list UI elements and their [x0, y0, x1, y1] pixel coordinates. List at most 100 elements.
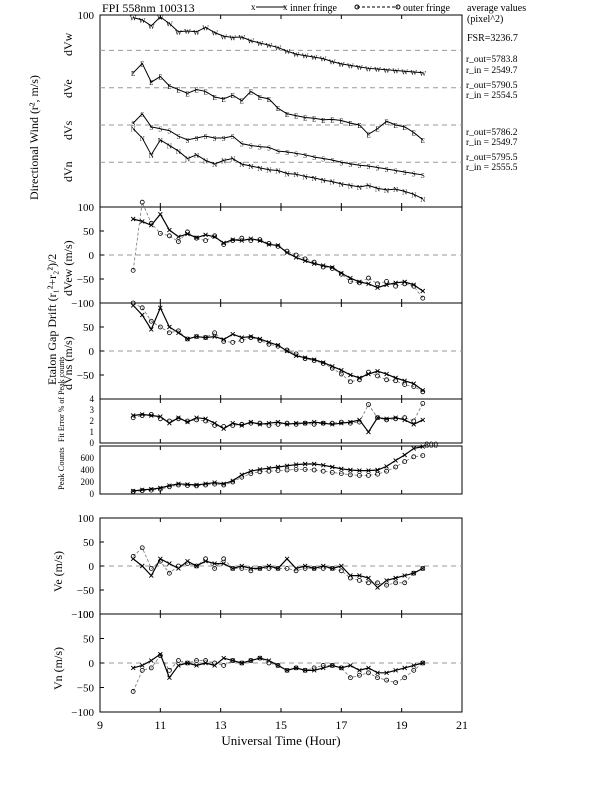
- point-dVn: N: [294, 171, 299, 179]
- inner-fringe-point: [248, 566, 254, 571]
- outer-fringe-point: [176, 482, 181, 488]
- outer-fringe-point: [284, 566, 290, 571]
- inner-fringe-point: [339, 367, 344, 373]
- point-dVs: S: [213, 135, 217, 143]
- inner-fringe-point: [148, 327, 154, 332]
- outer-fringe-line: [132, 200, 424, 299]
- outer-fringe-point: [239, 338, 245, 343]
- inner-fringe-point: [339, 466, 344, 472]
- inner-fringe-point: [293, 462, 299, 467]
- inner-fringe-point: [411, 421, 417, 427]
- inner-fringe-point: [167, 420, 172, 426]
- outer-fringe-point: [393, 464, 399, 470]
- outer-fringe-point: [166, 570, 172, 576]
- ve-tick-label: −50: [77, 585, 95, 597]
- dvew-tick-label: 0: [89, 250, 95, 262]
- x-tick-label: 15: [275, 718, 287, 732]
- point-dVs: S: [186, 137, 190, 145]
- inner-fringe-point: [284, 250, 290, 255]
- inner-fringe-point: [348, 573, 353, 578]
- inner-fringe-point: [284, 348, 290, 354]
- point-dVw: W: [202, 24, 209, 32]
- point-dVn: N: [239, 161, 244, 169]
- outer-fringe-point: [139, 488, 145, 494]
- x-tick-label: 17: [335, 718, 347, 732]
- point-dVe: E: [140, 60, 144, 68]
- point-dVs: S: [294, 150, 298, 158]
- outer-fringe-point: [293, 466, 299, 472]
- inner-fringe-point: [176, 415, 181, 421]
- point-dVw: W: [148, 23, 155, 31]
- outer-fringe-point: [139, 199, 145, 205]
- outer-fringe-point: [130, 267, 136, 273]
- inner-fringe-point: [194, 415, 199, 421]
- inner-fringe-point: [366, 281, 371, 287]
- inner-fringe-point: [393, 575, 398, 581]
- inner-fringe-point: [393, 415, 398, 421]
- inner-fringe-point: [230, 478, 236, 484]
- inner-fringe-point: [420, 444, 426, 449]
- inner-fringe-point: [139, 412, 145, 417]
- point-dVn: N: [402, 188, 407, 196]
- inner-fringe-point: [185, 660, 190, 666]
- point-dVs: S: [321, 156, 325, 164]
- ve-ylabel: Ve (m/s): [51, 551, 65, 592]
- inner-fringe-point: [248, 419, 254, 425]
- inner-fringe-point: [311, 261, 317, 266]
- outer-fringe-point: [329, 420, 335, 426]
- point-dVw: W: [211, 30, 218, 38]
- outer-fringe-point: [139, 305, 145, 311]
- dvns-tick-label: 50: [83, 322, 95, 334]
- inner-fringe-point: [402, 279, 408, 285]
- inner-fringe-point: [239, 472, 245, 478]
- point-dVn: N: [312, 175, 317, 183]
- inner-fringe-point: [393, 668, 398, 673]
- dvew-tick-label: −100: [71, 298, 94, 310]
- point-dVn: N: [140, 135, 145, 143]
- point-dVs: S: [330, 157, 334, 165]
- dvns-tick-label: 0: [89, 346, 95, 358]
- inner-fringe-point: [402, 573, 408, 578]
- inner-fringe-point: [221, 240, 227, 246]
- point-dVn: N: [185, 156, 190, 164]
- point-dVs: S: [348, 161, 352, 169]
- point-dVn: N: [357, 184, 362, 192]
- point-dVw: W: [419, 70, 426, 78]
- outer-fringe-point: [139, 667, 145, 673]
- outer-fringe-point: [402, 382, 408, 388]
- panel-series-dVns: [130, 300, 426, 395]
- outer-fringe-point: [148, 487, 154, 493]
- point-dVw: W: [293, 51, 300, 59]
- outer-fringe-line: [132, 302, 423, 393]
- fit-tick-label: 2: [90, 416, 95, 426]
- inner-fringe-point: [320, 665, 326, 671]
- point-dVe: E: [366, 131, 370, 139]
- ve-tick-label: 100: [78, 513, 95, 525]
- outer-fringe-point: [347, 379, 353, 385]
- x-tick-label: 11: [155, 718, 167, 732]
- inner-fringe-point: [384, 464, 389, 469]
- point-dVw: W: [229, 34, 236, 42]
- inner-fringe-point: [185, 336, 190, 342]
- outer-fringe-point: [366, 472, 371, 478]
- inner-fringe-point: [311, 461, 317, 467]
- inner-fringe-point: [384, 282, 389, 288]
- point-dVn: N: [275, 167, 280, 175]
- fit-tick-label: 0: [90, 438, 95, 448]
- inner-fringe-point: [375, 415, 380, 421]
- outer-fringe-point: [393, 378, 399, 384]
- inner-fringe-point: [266, 563, 272, 569]
- outer-fringe-point: [402, 459, 408, 465]
- inner-fringe-point: [293, 353, 299, 359]
- outer-fringe-point: [411, 454, 417, 460]
- outer-fringe-point: [148, 411, 154, 417]
- inner-fringe-point: [203, 232, 208, 238]
- inner-fringe-point: [148, 413, 154, 418]
- point-dVe: E: [167, 83, 171, 91]
- inner-fringe-point: [130, 413, 136, 418]
- inner-fringe-point: [239, 335, 245, 340]
- point-dVe: E: [203, 88, 207, 96]
- point-dVe: E: [185, 90, 189, 98]
- point-dVe: E: [267, 96, 271, 104]
- outer-fringe-point: [266, 468, 272, 474]
